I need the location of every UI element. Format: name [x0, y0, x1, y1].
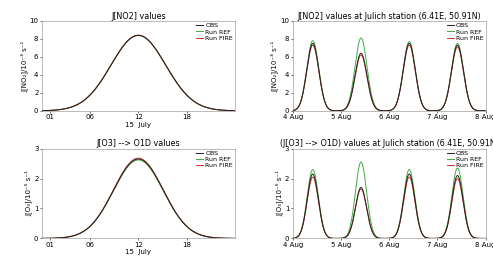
Title: J[NO2] values: J[NO2] values: [111, 12, 166, 21]
Legend: OBS, Run REF, Run FIRE: OBS, Run REF, Run FIRE: [446, 150, 484, 169]
Y-axis label: J[NO₂]/10⁻³ s⁻¹: J[NO₂]/10⁻³ s⁻¹: [271, 40, 279, 91]
Y-axis label: J[NO₂]/10⁻³ s⁻¹: J[NO₂]/10⁻³ s⁻¹: [20, 40, 28, 91]
Legend: OBS, Run REF, Run FIRE: OBS, Run REF, Run FIRE: [195, 22, 234, 41]
X-axis label: 15  July: 15 July: [125, 122, 151, 128]
Title: (J[O3] --> O1D) values at Julich station (6.41E, 50.91N): (J[O3] --> O1D) values at Julich station…: [280, 139, 493, 149]
Title: J[NO2] values at Julich station (6.41E, 50.91N): J[NO2] values at Julich station (6.41E, …: [297, 12, 481, 21]
Legend: OBS, Run REF, Run FIRE: OBS, Run REF, Run FIRE: [446, 22, 484, 41]
X-axis label: 15  July: 15 July: [125, 249, 151, 255]
Y-axis label: J[O₃]/10⁻⁵ s⁻¹: J[O₃]/10⁻⁵ s⁻¹: [276, 171, 283, 216]
Y-axis label: J[O₃]/10⁻⁵ s⁻¹: J[O₃]/10⁻⁵ s⁻¹: [25, 171, 33, 216]
Legend: OBS, Run REF, Run FIRE: OBS, Run REF, Run FIRE: [195, 150, 234, 169]
Title: J[O3] --> O1D values: J[O3] --> O1D values: [97, 139, 180, 149]
